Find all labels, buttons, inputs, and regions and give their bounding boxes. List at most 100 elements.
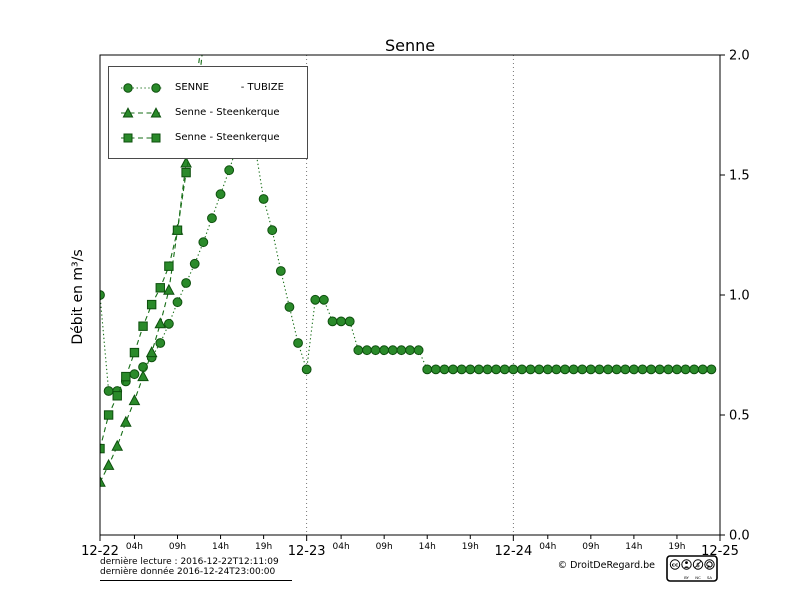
- marker-square: [129, 347, 140, 358]
- marker-circle: [620, 364, 631, 375]
- marker-square: [138, 321, 148, 331]
- marker-triangle: [128, 394, 141, 406]
- legend-label: Senne - Steenkerque: [175, 107, 280, 118]
- series-circle: [100, 110, 717, 396]
- marker-circle: [189, 258, 200, 269]
- marker-circle: [275, 266, 286, 276]
- marker-triangle: [198, 26, 208, 35]
- marker-circle: [525, 364, 536, 375]
- marker-circle: [362, 345, 372, 356]
- marker-circle: [422, 364, 433, 375]
- marker-square: [172, 225, 183, 235]
- marker-triangle: [102, 458, 115, 470]
- marker-square: [103, 410, 114, 420]
- x-minor-tick-label: 19h: [668, 542, 685, 552]
- marker-circle: [405, 345, 415, 356]
- marker-circle: [456, 364, 467, 375]
- x-minor-tick-label: 04h: [126, 542, 143, 552]
- marker-circle: [103, 386, 114, 396]
- copyright-text: © DroitDeRegard.be: [557, 560, 655, 571]
- marker-circle: [353, 345, 364, 356]
- x-major-tick-label: 12-22: [81, 544, 119, 559]
- marker-circle: [138, 362, 148, 372]
- x-major-tick-label: 12-23: [288, 544, 326, 559]
- marker-circle: [284, 302, 295, 312]
- svg-text:NC: NC: [695, 575, 701, 580]
- marker-circle: [100, 290, 105, 300]
- marker-triangle: [180, 156, 192, 168]
- marker-circle: [499, 364, 510, 375]
- marker-circle: [344, 316, 355, 327]
- svg-text:$: $: [696, 562, 700, 569]
- marker-circle: [577, 364, 588, 375]
- marker-circle: [689, 364, 700, 375]
- legend-label: SENNE - TUBIZE: [175, 82, 284, 93]
- marker-triangle: [120, 415, 132, 427]
- marker-circle: [508, 364, 519, 375]
- x-minor-tick-label: 04h: [333, 542, 350, 552]
- sa-icon: [704, 559, 715, 570]
- cc-license-icon: cc $ BY NC SA: [666, 555, 718, 582]
- marker-circle: [551, 364, 562, 375]
- marker-triangle: [100, 475, 106, 487]
- marker-square: [121, 371, 131, 382]
- y-tick-label: 1.5: [729, 169, 750, 184]
- x-minor-tick-label: 14h: [419, 542, 436, 552]
- marker-circle: [258, 194, 269, 204]
- y-tick-label: 0.0: [729, 529, 750, 544]
- marker-circle: [560, 364, 570, 375]
- marker-circle: [379, 345, 390, 356]
- nc-icon: $: [692, 559, 704, 570]
- marker-circle: [448, 364, 458, 375]
- marker-circle: [370, 345, 381, 356]
- marker-circle: [129, 369, 140, 380]
- legend-label: Senne - Steenkerque: [175, 132, 280, 143]
- last-data-text: dernière donnée 2016-12-24T23:00:00: [100, 567, 276, 577]
- y-axis-label: Débit en m³/s: [70, 249, 86, 345]
- marker-circle: [301, 364, 312, 375]
- legend-entry-steenkerque-1: Senne - Steenkerque: [119, 100, 299, 125]
- marker-circle: [224, 165, 235, 176]
- x-minor-tick-label: 19h: [462, 542, 479, 552]
- marker-circle: [198, 237, 209, 248]
- marker-circle: [465, 364, 476, 375]
- marker-circle: [439, 364, 450, 375]
- marker-circle: [585, 364, 596, 375]
- chart-title: Senne: [384, 36, 436, 55]
- legend-sample-square-icon: [121, 133, 163, 142]
- marker-circle: [517, 364, 527, 375]
- marker-circle: [611, 364, 622, 375]
- x-minor-tick-label: 09h: [376, 542, 393, 552]
- marker-circle: [318, 294, 329, 305]
- marker-triangle: [154, 317, 167, 329]
- marker-circle: [637, 364, 648, 375]
- legend-entry-steenkerque-2: Senne - Steenkerque: [119, 125, 299, 150]
- marker-circle: [207, 213, 217, 224]
- marker-circle: [293, 338, 303, 348]
- marker-circle: [413, 345, 424, 356]
- marker-circle: [594, 364, 605, 375]
- cc-icon: cc: [669, 559, 681, 570]
- legend: SENNE - TUBIZE Senne - Steenkerque Senne…: [108, 66, 308, 159]
- marker-triangle: [137, 370, 149, 382]
- series-triangle: [100, 26, 208, 487]
- marker-circle: [706, 364, 717, 375]
- marker-square: [146, 299, 157, 310]
- marker-triangle: [163, 283, 175, 295]
- marker-circle: [603, 364, 613, 375]
- marker-circle: [473, 364, 484, 375]
- svg-text:SA: SA: [707, 575, 712, 580]
- svg-text:cc: cc: [672, 563, 678, 569]
- marker-circle: [327, 316, 338, 327]
- x-minor-tick-label: 14h: [212, 542, 229, 552]
- marker-circle: [336, 316, 347, 327]
- marker-circle: [568, 364, 579, 375]
- y-tick-label: 0.5: [729, 409, 750, 424]
- marker-square: [181, 167, 191, 178]
- cc-license-badge: cc $ BY NC SA: [666, 555, 719, 587]
- marker-triangle: [145, 346, 158, 358]
- marker-circle: [672, 364, 682, 375]
- marker-circle: [430, 364, 441, 375]
